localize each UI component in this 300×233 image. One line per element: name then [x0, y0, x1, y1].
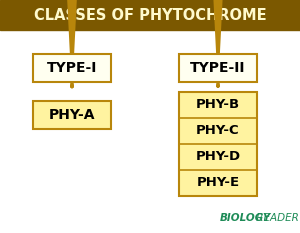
Text: TYPE-II: TYPE-II — [190, 61, 246, 75]
Text: PHY-E: PHY-E — [196, 177, 240, 189]
Bar — [179, 54, 257, 82]
Bar — [0, 0, 300, 30]
Bar — [179, 92, 257, 196]
Text: READER: READER — [253, 213, 299, 223]
Bar — [33, 101, 111, 129]
Text: BIOLOGY: BIOLOGY — [220, 213, 272, 223]
Text: PHY-D: PHY-D — [195, 151, 241, 164]
Text: PHY-C: PHY-C — [196, 124, 240, 137]
Text: TYPE-I: TYPE-I — [47, 61, 97, 75]
Text: CLASSES OF PHYTOCHROME: CLASSES OF PHYTOCHROME — [34, 7, 266, 23]
Text: PHY-A: PHY-A — [49, 108, 95, 122]
Text: PHY-B: PHY-B — [196, 99, 240, 112]
Bar — [33, 54, 111, 82]
